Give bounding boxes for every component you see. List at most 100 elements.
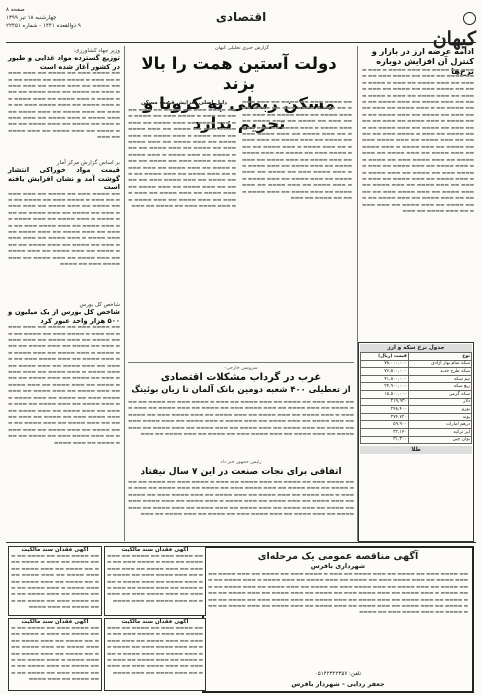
rates-cell-price: ۲۴۸,۴۰۰ (360, 405, 409, 414)
page-number: صفحه ۸ (6, 7, 25, 13)
rates-cell-type: یورو (407, 405, 473, 414)
rates-header-row: نوع قیمت (ریال) (360, 352, 473, 361)
mid-story-headline: غرب در گرداب مشکلات اقتصادی از تعطیلی ۴۰… (128, 372, 354, 395)
rates-row: سکه طرح جدید ۷۶,۵۰۰,۰۰۰ (360, 367, 473, 376)
rates-row: درهم امارات ۵۹,۹۰۰ (360, 420, 473, 429)
rates-box: جدول نرخ سکه و ارز نوع قیمت (ریال) سکه ت… (358, 342, 474, 542)
rates-row: یوان چین ۳۱,۳۰۰ (360, 435, 473, 445)
issue-info: صفحه ۸ چهارشنبه ۱۸ تیر ۱۳۹۹ ۹ ذوالقعده ۱… (6, 6, 126, 30)
lead-subhead: دلیل اصلی افزایش قیمت مسکن (140, 100, 228, 106)
ads-divider (6, 542, 476, 543)
rates-table: نوع قیمت (ریال) سکه تمام بهار آزادی ۷۸,۰۰… (360, 352, 473, 445)
rates-cell-type: ربع سکه (407, 382, 473, 391)
notice-ad-2-title: آگهی فقدان سند مالکیت (21, 619, 89, 625)
notice-ad-4-title: آگهی فقدان سند مالکیت (121, 619, 189, 625)
tender-ad-body: ▬▬ ▬▬▬▬ ▬▬▬ ▬▬ ▬▬▬▬ ▬▬ ▬▬▬ ▬▬▬▬ ▬▬ ▬▬▬ ▬… (208, 572, 468, 616)
gold-title: طلا (360, 446, 472, 455)
tender-ad: آگهی مناقصه عمومی یک مرحله‌ای شهرداری با… (202, 546, 474, 693)
left-story-3-headline: شاخص کل بورس از یک میلیون و ۵۰۰ هزار واح… (8, 308, 120, 325)
right-story-body: ▬▬▬ ▬▬ ▬▬▬▬ ▬▬ ▬▬▬ ▬▬▬▬ ▬ ▬▬▬ ▬▬▬ ▬▬▬▬ ▬… (362, 68, 474, 214)
left-story-3-body: ▬▬ ▬▬▬▬ ▬▬▬ ▬▬ ▬▬▬▬ ▬▬ ▬▬▬ ▬▬▬▬ ▬▬ ▬▬▬ ▬… (8, 325, 120, 446)
column-rule (124, 46, 125, 541)
rates-cell-price: ۳۲,۱۴۰ (360, 427, 409, 437)
notice-ad-4: آگهی فقدان سند مالکیت ▬▬ ▬▬▬▬ ▬▬▬ ▬▬ ▬▬▬… (104, 618, 206, 691)
left-story-2-headline: قیمت مواد خوراکی انتشار گوشت آمد و نشان … (8, 166, 120, 192)
section-divider (128, 362, 354, 363)
left-story-3-kicker: شاخص کل بورس (79, 302, 120, 308)
rates-head-price: قیمت (ریال) (360, 352, 409, 361)
left-story-1-kicker: وزیر جهاد کشاورزی: (73, 48, 120, 54)
notice-ad-1-body: ▬▬ ▬▬▬▬ ▬▬▬ ▬▬ ▬▬▬▬ ▬▬ ▬▬▬ ▬▬▬▬ ▬▬ ▬▬▬ ▬… (11, 554, 99, 611)
rates-row: پوند ۲۷۴,۷۲۰ (360, 412, 473, 422)
rates-head-type: نوع (407, 352, 473, 361)
lead-headline: دولت آستین همت را بالا بزند مسکن ربطی به… (124, 54, 354, 134)
rates-row: دلار ۲۱۹,۹۳۰ (360, 397, 473, 407)
notice-ad-3-body: ▬▬ ▬▬▬▬ ▬▬▬ ▬▬ ▬▬▬▬ ▬▬ ▬▬▬ ▬▬▬▬ ▬▬ ▬▬▬ ▬… (107, 554, 203, 604)
mid-story-headline-line-1: غرب در گرداب مشکلات اقتصادی (160, 372, 322, 383)
lead-headline-line-1: دولت آستین همت را بالا بزند (141, 54, 337, 93)
rates-cell-type: دلار (407, 397, 473, 407)
rates-cell-type: سکه طرح جدید (407, 367, 473, 376)
lead-body-col-1: ▬▬ ▬▬▬▬ ▬▬▬ ▬▬ ▬▬▬▬ ▬▬ ▬▬▬ ▬▬▬▬ ▬▬ ▬▬▬ ▬… (242, 100, 352, 202)
rates-row: لیر ترکیه ۳۲,۱۴۰ (360, 427, 473, 437)
rates-cell-type: یوان چین (407, 435, 473, 445)
rates-cell-type: لیر ترکیه (407, 427, 473, 437)
rates-cell-price: ۲۱۹,۹۳۰ (360, 397, 409, 407)
rates-cell-price: ۱۵,۵۰۰,۰۰۰ (360, 389, 409, 399)
tender-ad-title: آگهی مناقصه عمومی یک مرحله‌ای (257, 551, 419, 562)
rates-cell-type: نیم سکه (407, 374, 473, 384)
oil-story-kicker: رئیس جمهور خبر داد (220, 460, 262, 465)
right-story-headline: ادامه عرضه ارز در بازار و کنترل آن افزای… (371, 46, 474, 76)
rates-cell-price: ۷۸,۰۰۰,۰۰۰ (360, 359, 409, 369)
rates-cell-price: ۵۹,۹۰۰ (360, 420, 409, 429)
mid-story-headline-line-2: از تعطیلی ۴۰۰ شعبه دومین بانک آلمان تا ز… (131, 384, 351, 394)
rates-row: ربع سکه ۲۴,۹۰۰,۰۰۰ (360, 382, 473, 391)
rates-cell-type: سکه گرمی (407, 389, 473, 399)
rates-cell-type: پوند (407, 412, 473, 422)
left-story-1-body: ▬▬ ▬▬▬▬ ▬▬▬ ▬▬ ▬▬▬▬ ▬▬ ▬▬▬ ▬▬▬▬ ▬▬ ▬▬▬ ▬… (8, 71, 120, 141)
left-story-1-headline: توزیع گسترده مواد غذایی و طیور در کشور آ… (8, 54, 120, 71)
rates-cell-price: ۷۶,۵۰۰,۰۰۰ (360, 367, 409, 376)
mid-story-body: ▬▬ ▬▬▬▬ ▬▬▬ ▬▬ ▬▬▬▬ ▬▬ ▬▬▬ ▬▬▬▬ ▬▬ ▬▬▬ ▬… (128, 400, 354, 438)
rates-cell-price: ۴۱,۵۰۰,۰۰۰ (360, 374, 409, 384)
left-story-2-body: ▬▬ ▬▬▬▬ ▬▬▬ ▬▬ ▬▬▬▬ ▬▬ ▬▬▬ ▬▬▬▬ ▬▬ ▬▬▬ ▬… (8, 191, 120, 268)
rates-cell-price: ۳۱,۳۰۰ (360, 435, 409, 445)
rates-row: نیم سکه ۴۱,۵۰۰,۰۰۰ (360, 374, 473, 384)
left-story-1: وزیر جهاد کشاورزی: توزیع گسترده مواد غذا… (8, 48, 120, 161)
issue-date: چهارشنبه ۱۸ تیر ۱۳۹۹ (6, 15, 57, 21)
rates-title: جدول نرخ سکه و ارز (360, 344, 472, 352)
notice-ad-3: آگهی فقدان سند مالکیت ▬▬ ▬▬▬▬ ▬▬▬ ▬▬ ▬▬▬… (104, 546, 206, 616)
rates-row: سکه گرمی ۱۵,۵۰۰,۰۰۰ (360, 389, 473, 399)
notice-ad-1: آگهی فقدان سند مالکیت ▬▬ ▬▬▬▬ ▬▬▬ ▬▬ ▬▬▬… (8, 546, 102, 616)
logo-seal-icon (463, 11, 476, 25)
tender-ad-phone: تلفن: ۰۵۱۴۲۳۲۲۳۵۷ (314, 671, 362, 677)
notice-ad-2: آگهی فقدان سند مالکیت ▬▬ ▬▬▬▬ ▬▬▬ ▬▬ ▬▬▬… (8, 618, 102, 691)
logo-text: کیهان (432, 28, 476, 50)
mid-story-kicker: سرویس خارجی- (224, 366, 258, 371)
rates-row: یورو ۲۴۸,۴۰۰ (360, 405, 473, 414)
left-story-2: بر اساس گزارش مرکز آمار قیمت مواد خوراکی… (8, 160, 120, 302)
oil-story-headline: اتفاقی برای نجات صنعت در این ۷ سال نیفتا… (140, 467, 342, 477)
rates-row: سکه تمام بهار آزادی ۷۸,۰۰۰,۰۰۰ (360, 359, 473, 369)
masthead-logo: کیهان (418, 6, 476, 50)
rates-cell-type: سکه تمام بهار آزادی (407, 359, 473, 369)
issue-number: ۹ ذوالقعده ۱۴۴۱ - شماره ۲۲۴۵۱ (6, 23, 81, 29)
notice-ad-4-body: ▬▬ ▬▬▬▬ ▬▬▬ ▬▬ ▬▬▬▬ ▬▬ ▬▬▬ ▬▬▬▬ ▬▬ ▬▬▬ ▬… (107, 626, 203, 676)
masthead: کیهان اقتصادی صفحه ۸ چهارشنبه ۱۸ تیر ۱۳۹… (6, 4, 476, 50)
rates-cell-type: درهم امارات (407, 420, 473, 429)
lead-kicker: گزارش خبری تحلیلی کیهان (215, 46, 269, 51)
section-title: اقتصادی (215, 10, 267, 24)
notice-ad-2-body: ▬▬ ▬▬▬▬ ▬▬▬ ▬▬ ▬▬▬▬ ▬▬ ▬▬▬ ▬▬▬▬ ▬▬ ▬▬▬ ▬… (11, 626, 99, 683)
oil-story-body: ▬▬ ▬▬▬▬ ▬▬▬ ▬▬ ▬▬▬▬ ▬▬ ▬▬▬ ▬▬▬▬ ▬▬ ▬▬▬ ▬… (128, 480, 354, 518)
left-story-2-kicker: بر اساس گزارش مرکز آمار (56, 160, 120, 166)
lead-body-col-2: ▬▬ ▬▬▬▬ ▬▬▬ ▬▬ ▬▬▬▬ ▬▬ ▬▬▬ ▬▬▬▬ ▬▬ ▬▬▬ ▬… (128, 108, 236, 210)
rates-cell-price: ۲۴,۹۰۰,۰۰۰ (360, 382, 409, 391)
notice-ad-3-title: آگهی فقدان سند مالکیت (121, 547, 189, 553)
column-rule (357, 46, 358, 541)
tender-ad-subtitle: شهرداری بافرس (310, 562, 366, 570)
lead-headline-line-2: مسکن ربطی به کرونا و تحریم ندارد (143, 94, 335, 133)
notice-ad-1-title: آگهی فقدان سند مالکیت (21, 547, 89, 553)
rates-cell-price: ۲۷۴,۷۲۰ (360, 412, 409, 422)
left-story-3: شاخص کل بورس شاخص کل بورس از یک میلیون و… (8, 302, 120, 525)
